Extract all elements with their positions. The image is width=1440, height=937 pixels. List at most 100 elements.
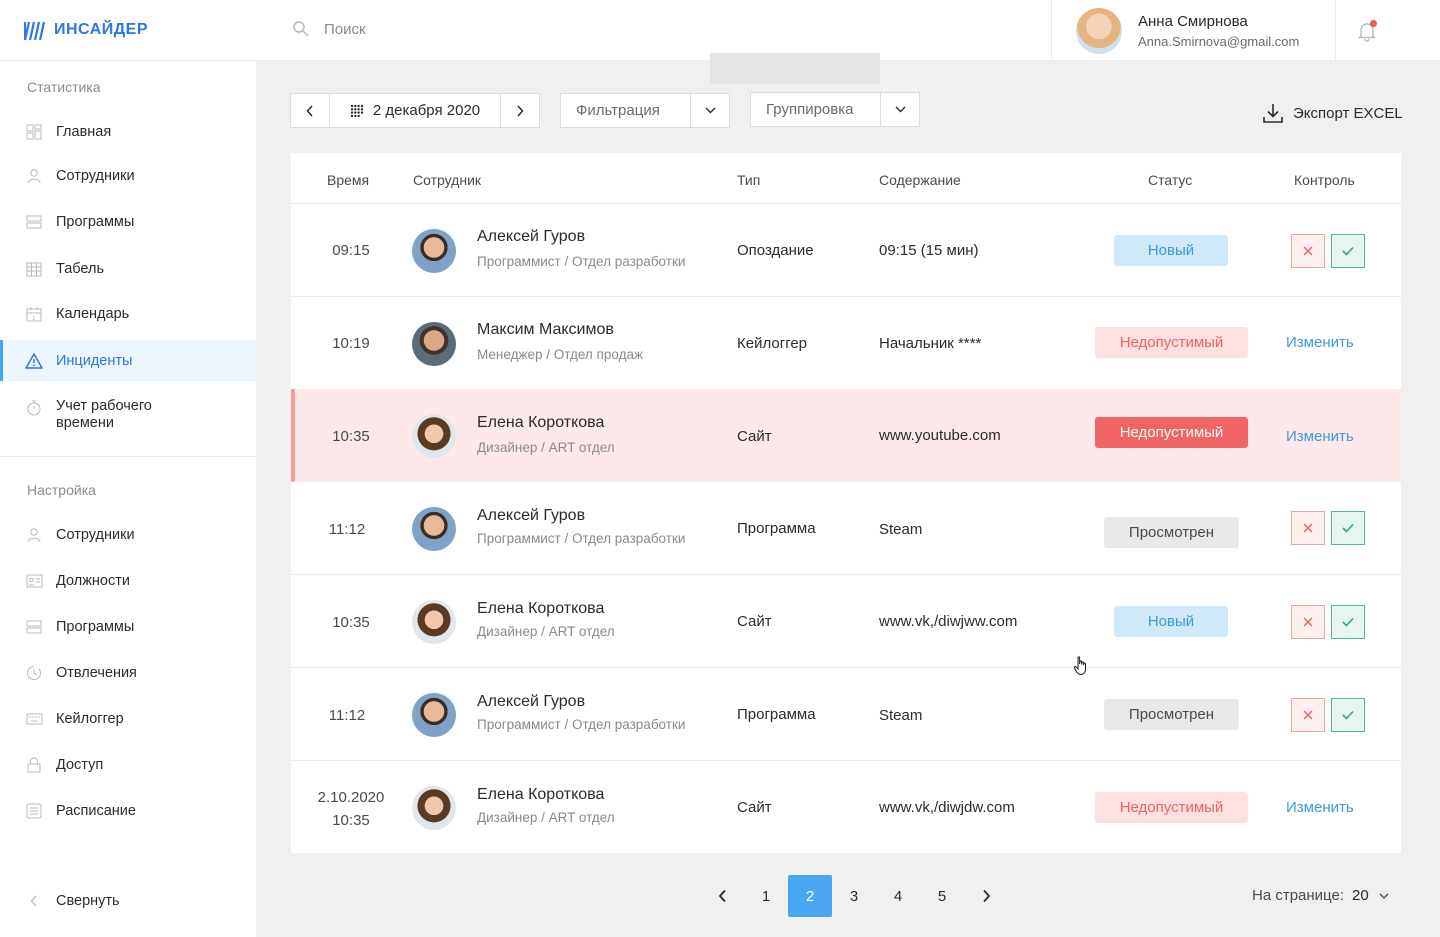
table-row[interactable]: 10:35 Елена Короткова Дизайнер / ART отд… bbox=[291, 389, 1401, 482]
sidebar-item-label: Программы bbox=[56, 214, 135, 230]
incident-type: Кейлоггер bbox=[737, 335, 808, 352]
table-row[interactable]: 11:12 Алексей Гуров Программист / Отдел … bbox=[291, 668, 1401, 761]
filter-toggle[interactable] bbox=[690, 94, 729, 127]
page-button[interactable]: 3 bbox=[849, 887, 859, 905]
incident-type: Сайт bbox=[737, 799, 772, 816]
sidebar-item-settings-employees[interactable]: Сотрудники bbox=[0, 524, 256, 546]
column-header-control[interactable]: Контроль bbox=[1294, 172, 1355, 188]
svg-text:1: 1 bbox=[32, 316, 36, 322]
user-name: Анна Смирнова bbox=[1138, 12, 1248, 30]
reject-button[interactable] bbox=[1291, 234, 1325, 268]
status-badge: Просмотрен bbox=[1104, 699, 1239, 730]
sidebar-item-employees[interactable]: Сотрудники bbox=[0, 165, 256, 187]
hand-cursor-icon bbox=[1073, 656, 1086, 676]
employee-role: Менеджер / Отдел продаж bbox=[477, 347, 643, 362]
group-toggle[interactable] bbox=[880, 93, 919, 126]
status-badge: Недопустимый bbox=[1095, 327, 1248, 358]
employee-name[interactable]: Алексей Гуров bbox=[477, 693, 586, 710]
collapse-label: Свернуть bbox=[56, 893, 120, 909]
grid-calendar-icon bbox=[24, 259, 44, 279]
next-date-button[interactable] bbox=[500, 94, 539, 127]
column-header-content[interactable]: Содержание bbox=[879, 172, 961, 188]
chevron-right-icon bbox=[517, 104, 524, 117]
chevron-down-icon bbox=[895, 106, 905, 113]
sidebar-item-time-tracking[interactable]: Учет рабочего времени bbox=[0, 398, 256, 432]
employee-name[interactable]: Елена Короткова bbox=[477, 414, 605, 431]
reject-button[interactable] bbox=[1291, 605, 1325, 639]
sidebar-item-calendar[interactable]: 1 Календарь bbox=[0, 303, 256, 325]
table-row[interactable]: 2.10.2020 10:35 Елена Короткова Дизайнер… bbox=[291, 761, 1401, 854]
group-dropdown[interactable]: Группировка bbox=[750, 92, 920, 127]
approve-button[interactable] bbox=[1331, 698, 1365, 732]
sidebar-item-programs[interactable]: Программы bbox=[0, 211, 256, 233]
column-header-employee[interactable]: Сотрудник bbox=[413, 172, 482, 188]
page-button[interactable]: 5 bbox=[937, 887, 947, 905]
prev-page-button[interactable] bbox=[700, 875, 744, 917]
approve-button[interactable] bbox=[1331, 605, 1365, 639]
avatar bbox=[412, 322, 456, 366]
sidebar-item-distractions[interactable]: Отвлечения bbox=[0, 662, 256, 684]
employee-name[interactable]: Алексей Гуров bbox=[477, 228, 586, 245]
filter-dropdown[interactable]: Фильтрация bbox=[560, 93, 730, 128]
edit-link[interactable]: Изменить bbox=[1286, 334, 1354, 351]
page-button[interactable]: 1 bbox=[761, 887, 771, 905]
sidebar-item-incidents[interactable]: Инциденты bbox=[0, 340, 256, 381]
edit-link[interactable]: Изменить bbox=[1286, 799, 1354, 816]
column-header-status[interactable]: Статус bbox=[1148, 172, 1193, 188]
sidebar-item-access[interactable]: Доступ bbox=[0, 754, 256, 776]
notifications-button[interactable] bbox=[1356, 20, 1378, 42]
table-row[interactable]: 10:35 Елена Короткова Дизайнер / ART отд… bbox=[291, 575, 1401, 668]
employee-name[interactable]: Максим Максимов bbox=[477, 321, 614, 338]
prev-date-button[interactable] bbox=[291, 94, 330, 127]
user-icon bbox=[24, 166, 44, 186]
avatar bbox=[412, 600, 456, 644]
time-cell: 11:12 bbox=[328, 521, 366, 538]
sidebar-item-keylogger[interactable]: Кейлоггер bbox=[0, 708, 256, 730]
employee-name[interactable]: Елена Короткова bbox=[477, 786, 605, 803]
search-bar[interactable] bbox=[292, 20, 624, 38]
filter-label: Фильтрация bbox=[576, 102, 660, 119]
per-page-selector[interactable]: На странице: 20 bbox=[1252, 887, 1389, 904]
employee-name[interactable]: Алексей Гуров bbox=[477, 507, 586, 524]
sidebar-item-timesheet[interactable]: Табель bbox=[0, 258, 256, 280]
page-button-current[interactable]: 2 bbox=[788, 875, 832, 917]
table-row[interactable]: 10:19 Максим Максимов Менеджер / Отдел п… bbox=[291, 297, 1401, 390]
chevron-down-icon bbox=[705, 107, 715, 114]
next-page-button[interactable] bbox=[964, 875, 1008, 917]
date-display[interactable]: 2 декабря 2020 bbox=[330, 102, 500, 119]
status-badge: Недопустимый bbox=[1095, 417, 1248, 448]
approve-button[interactable] bbox=[1331, 511, 1365, 545]
employee-name[interactable]: Елена Короткова bbox=[477, 600, 605, 617]
search-icon bbox=[293, 21, 309, 37]
approve-button[interactable] bbox=[1331, 234, 1365, 268]
export-excel-button[interactable]: Экспорт EXCEL bbox=[1262, 102, 1403, 124]
search-input[interactable] bbox=[324, 20, 624, 38]
sidebar-item-settings-programs[interactable]: Программы bbox=[0, 616, 256, 638]
sidebar-item-schedule[interactable]: Расписание bbox=[0, 800, 256, 822]
incident-content: www.vk,/diwjww.com bbox=[879, 613, 1018, 630]
top-header: Анна Смирнова Anna.Smirnova@gmail.com bbox=[256, 0, 1440, 61]
keyboard-icon bbox=[24, 709, 44, 729]
stopwatch-icon bbox=[24, 398, 44, 418]
sidebar-item-positions[interactable]: Должности bbox=[0, 570, 256, 592]
date-picker: 2 декабря 2020 bbox=[290, 93, 540, 128]
table-row[interactable]: 11:12 Алексей Гуров Программист / Отдел … bbox=[291, 482, 1401, 575]
collapse-sidebar-button[interactable]: Свернуть bbox=[0, 890, 256, 912]
edit-link[interactable]: Изменить bbox=[1286, 428, 1354, 445]
incident-content: www.vk,/diwjdw.com bbox=[879, 799, 1015, 816]
date-cell: 2.10.2020 bbox=[317, 789, 385, 806]
user-profile[interactable]: Анна Смирнова Anna.Smirnova@gmail.com bbox=[1051, 0, 1336, 61]
avatar bbox=[412, 693, 456, 737]
user-icon bbox=[24, 525, 44, 545]
logo[interactable]: ИНСАЙДЕР bbox=[0, 0, 256, 61]
page-button[interactable]: 4 bbox=[893, 887, 903, 905]
lock-icon bbox=[24, 755, 44, 775]
column-header-time[interactable]: Время bbox=[327, 172, 370, 188]
reject-button[interactable] bbox=[1291, 511, 1325, 545]
group-label: Группировка bbox=[766, 101, 854, 118]
table-row[interactable]: 09:15 Алексей Гуров Программист / Отдел … bbox=[291, 204, 1401, 297]
dashboard-icon bbox=[24, 122, 44, 142]
column-header-type[interactable]: Тип bbox=[737, 172, 761, 188]
reject-button[interactable] bbox=[1291, 698, 1325, 732]
sidebar-item-dashboard[interactable]: Главная bbox=[0, 121, 256, 143]
